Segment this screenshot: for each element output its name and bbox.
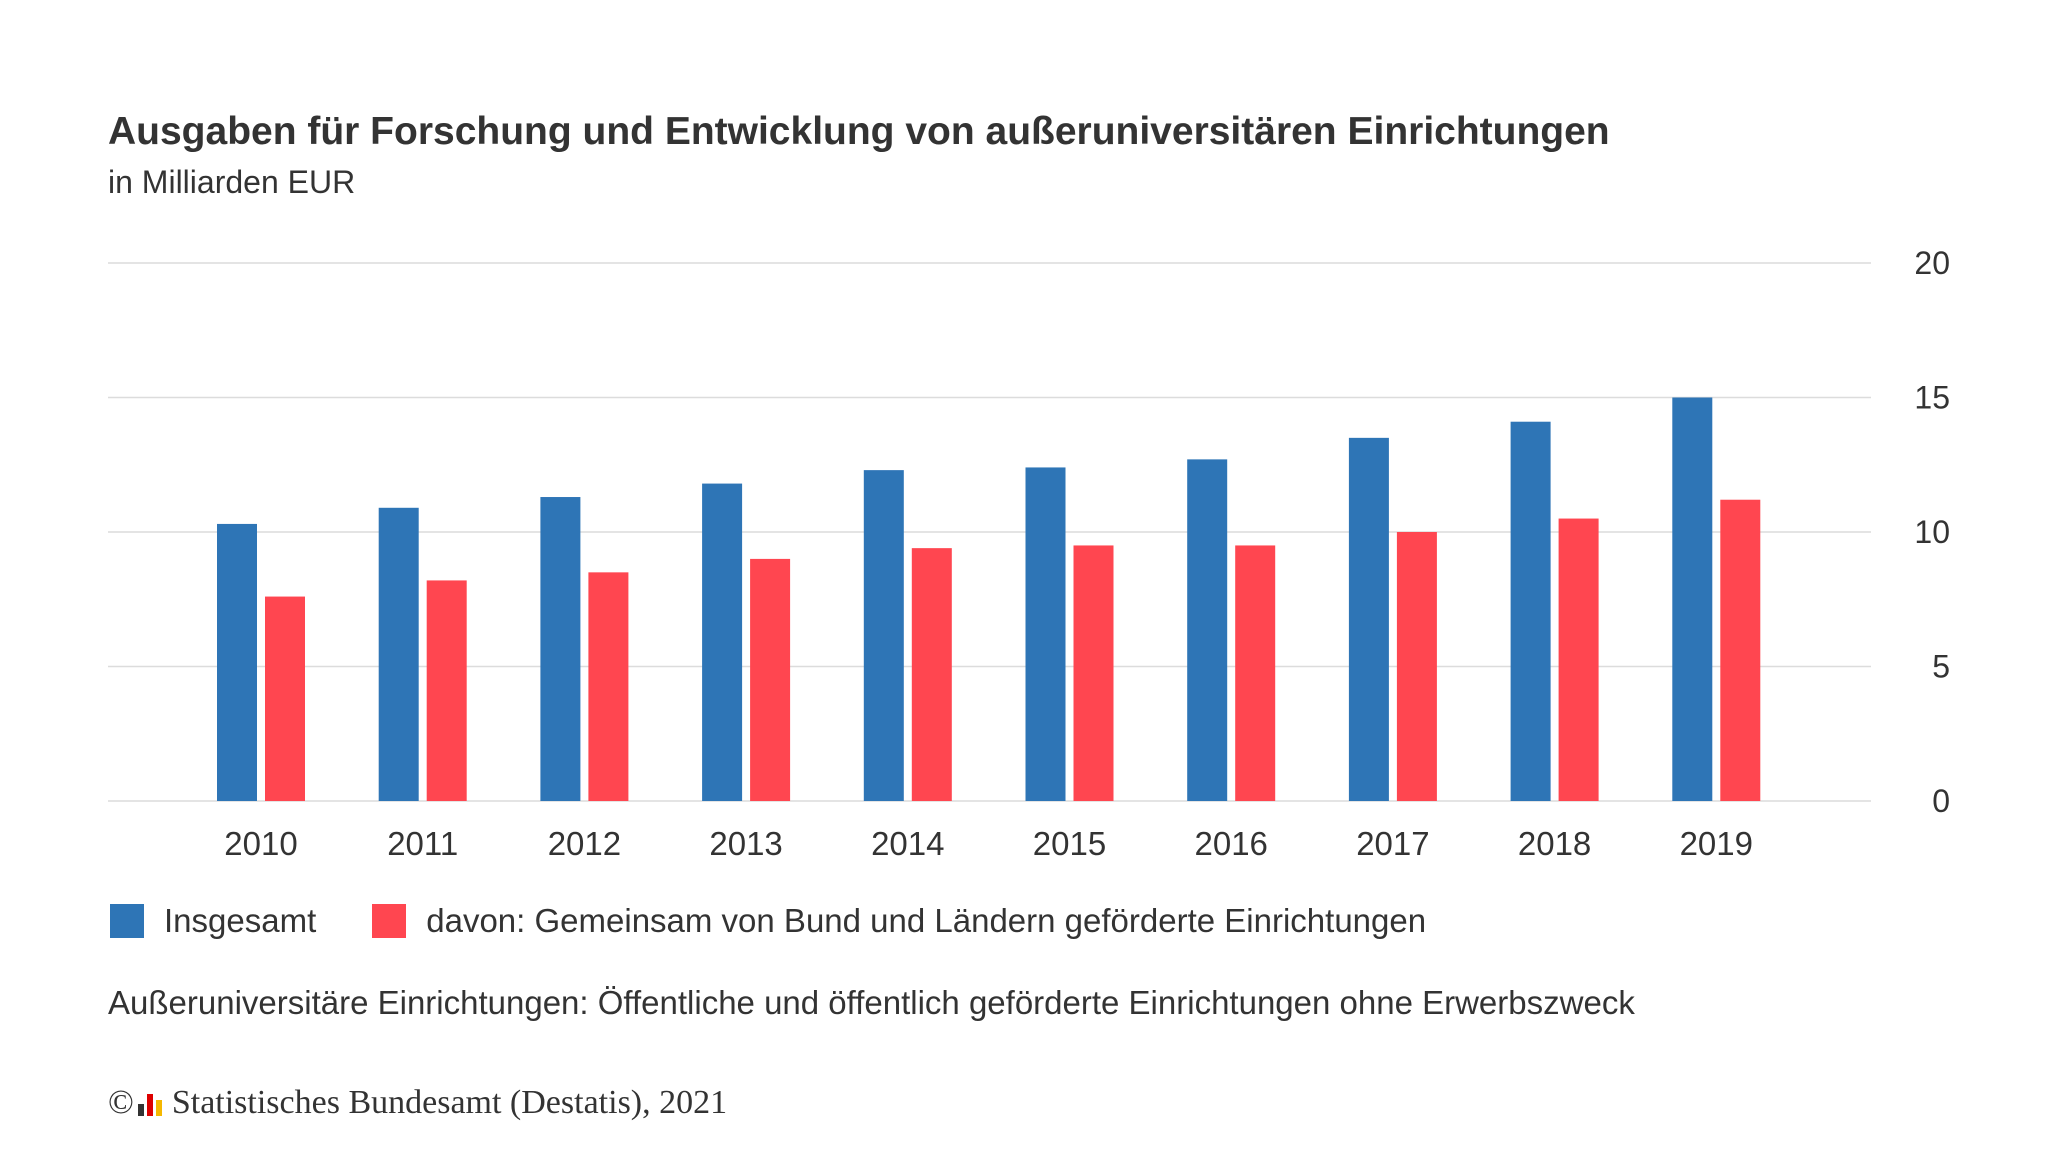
x-tick-label: 2010 bbox=[224, 825, 297, 862]
y-tick-label: 15 bbox=[1914, 380, 1950, 416]
bar-insgesamt-2014 bbox=[863, 470, 904, 801]
chart-note: Außeruniversitäre Einrichtungen: Öffentl… bbox=[108, 984, 1635, 1021]
y-tick-label: 0 bbox=[1932, 783, 1950, 819]
bar-insgesamt-2017 bbox=[1348, 437, 1389, 801]
bar-insgesamt-2010 bbox=[217, 523, 257, 801]
x-tick-label: 2016 bbox=[1194, 825, 1267, 862]
legend: Insgesamt davon: Gemeinsam von Bund und … bbox=[110, 902, 1482, 940]
bar-gemeinsam-2011 bbox=[426, 580, 467, 801]
x-tick-label: 2013 bbox=[709, 825, 782, 862]
bar-gemeinsam-2010 bbox=[265, 596, 305, 801]
x-tick-label: 2012 bbox=[548, 825, 621, 862]
copyright-symbol: © bbox=[108, 1084, 134, 1121]
destatis-logo-icon bbox=[137, 1090, 162, 1116]
x-tick-label: 2019 bbox=[1680, 825, 1753, 862]
legend-label: davon: Gemeinsam von Bund und Ländern ge… bbox=[426, 902, 1427, 939]
chart-subtitle: in Milliarden EUR bbox=[108, 164, 356, 200]
x-tick-label: 2017 bbox=[1356, 825, 1429, 862]
legend-swatch-red bbox=[372, 904, 407, 938]
bar-gemeinsam-2013 bbox=[750, 558, 791, 801]
y-tick-label: 10 bbox=[1914, 514, 1950, 550]
bar-insgesamt-2015 bbox=[1025, 467, 1066, 801]
y-tick-label: 5 bbox=[1932, 649, 1950, 685]
bar-gemeinsam-2019 bbox=[1720, 499, 1761, 801]
x-tick-label: 2018 bbox=[1518, 825, 1591, 862]
legend-item-gemeinsam[interactable]: davon: Gemeinsam von Bund und Ländern ge… bbox=[372, 902, 1426, 940]
bar-insgesamt-2012 bbox=[540, 497, 581, 801]
bar-insgesamt-2013 bbox=[702, 483, 743, 801]
bar-insgesamt-2011 bbox=[378, 507, 419, 801]
legend-swatch-blue bbox=[110, 904, 144, 938]
x-tick-label: 2015 bbox=[1033, 825, 1106, 862]
x-tick-label: 2014 bbox=[871, 825, 944, 862]
source-footer: © Statistisches Bundesamt (Destatis), 20… bbox=[108, 1084, 727, 1122]
bar-gemeinsam-2014 bbox=[911, 548, 952, 801]
legend-item-insgesamt[interactable]: Insgesamt bbox=[110, 902, 316, 940]
y-tick-label: 20 bbox=[1914, 245, 1950, 281]
bar-gemeinsam-2017 bbox=[1396, 532, 1437, 801]
bar-insgesamt-2018 bbox=[1510, 421, 1551, 801]
chart-title: Ausgaben für Forschung und Entwicklung v… bbox=[108, 110, 1610, 153]
bar-gemeinsam-2018 bbox=[1558, 518, 1599, 801]
bar-gemeinsam-2015 bbox=[1073, 545, 1114, 801]
legend-label: Insgesamt bbox=[164, 902, 317, 939]
bar-gemeinsam-2016 bbox=[1235, 545, 1276, 801]
x-tick-label: 2011 bbox=[387, 825, 458, 862]
bar-insgesamt-2016 bbox=[1187, 459, 1228, 801]
bar-gemeinsam-2012 bbox=[588, 572, 629, 801]
source-text: Statistisches Bundesamt (Destatis), 2021 bbox=[171, 1084, 728, 1121]
bar-insgesamt-2019 bbox=[1672, 397, 1713, 801]
